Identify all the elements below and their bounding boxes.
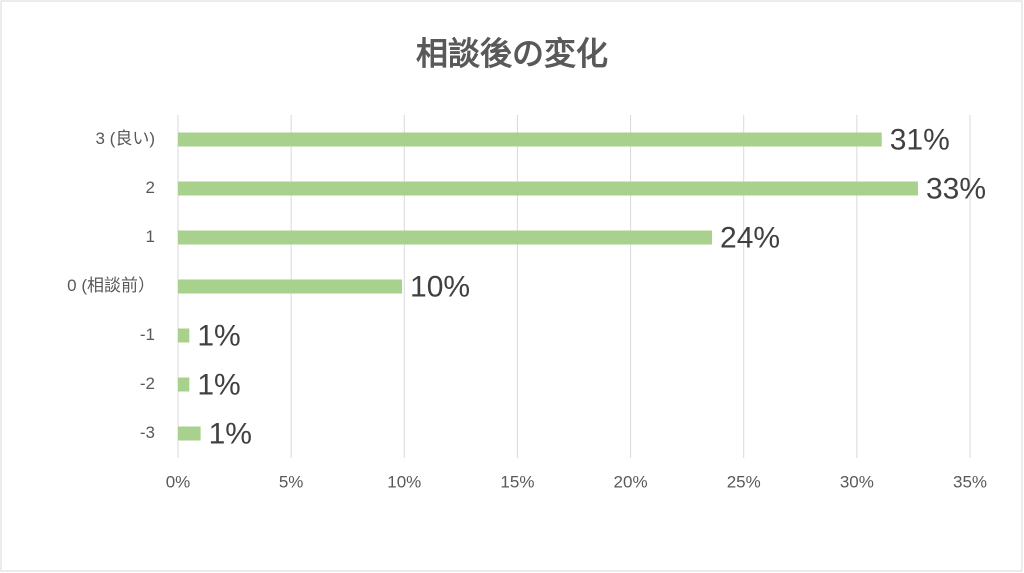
chart-title: 相談後の変化 bbox=[416, 35, 608, 71]
value-label: 33% bbox=[926, 172, 986, 205]
value-label: 31% bbox=[890, 123, 950, 156]
bar bbox=[178, 328, 190, 343]
y-tick-label: -2 bbox=[140, 374, 155, 393]
x-tick-label: 20% bbox=[614, 472, 648, 491]
y-tick-label: 2 bbox=[146, 178, 155, 197]
y-tick-label: 3 (良い) bbox=[96, 129, 156, 148]
x-tick-label: 25% bbox=[727, 472, 761, 491]
x-tick-label: 30% bbox=[840, 472, 874, 491]
x-tick-label: 5% bbox=[279, 472, 304, 491]
x-tick-label: 10% bbox=[387, 472, 421, 491]
bar bbox=[178, 132, 882, 147]
value-label: 24% bbox=[720, 221, 780, 254]
value-label: 10% bbox=[410, 270, 470, 303]
y-tick-label: -1 bbox=[140, 325, 155, 344]
value-label: 1% bbox=[197, 368, 240, 401]
bar bbox=[178, 377, 190, 392]
bar bbox=[178, 181, 918, 196]
bar bbox=[178, 279, 403, 294]
value-label: 1% bbox=[197, 319, 240, 352]
bar bbox=[178, 426, 201, 441]
x-tick-label: 0% bbox=[166, 472, 191, 491]
x-tick-label: 15% bbox=[500, 472, 534, 491]
value-label: 1% bbox=[209, 417, 252, 450]
y-tick-label: 1 bbox=[146, 227, 155, 246]
x-tick-label: 35% bbox=[953, 472, 987, 491]
y-tick-label: -3 bbox=[140, 423, 155, 442]
bar bbox=[178, 230, 713, 245]
y-tick-label: 0 (相談前） bbox=[67, 276, 155, 295]
